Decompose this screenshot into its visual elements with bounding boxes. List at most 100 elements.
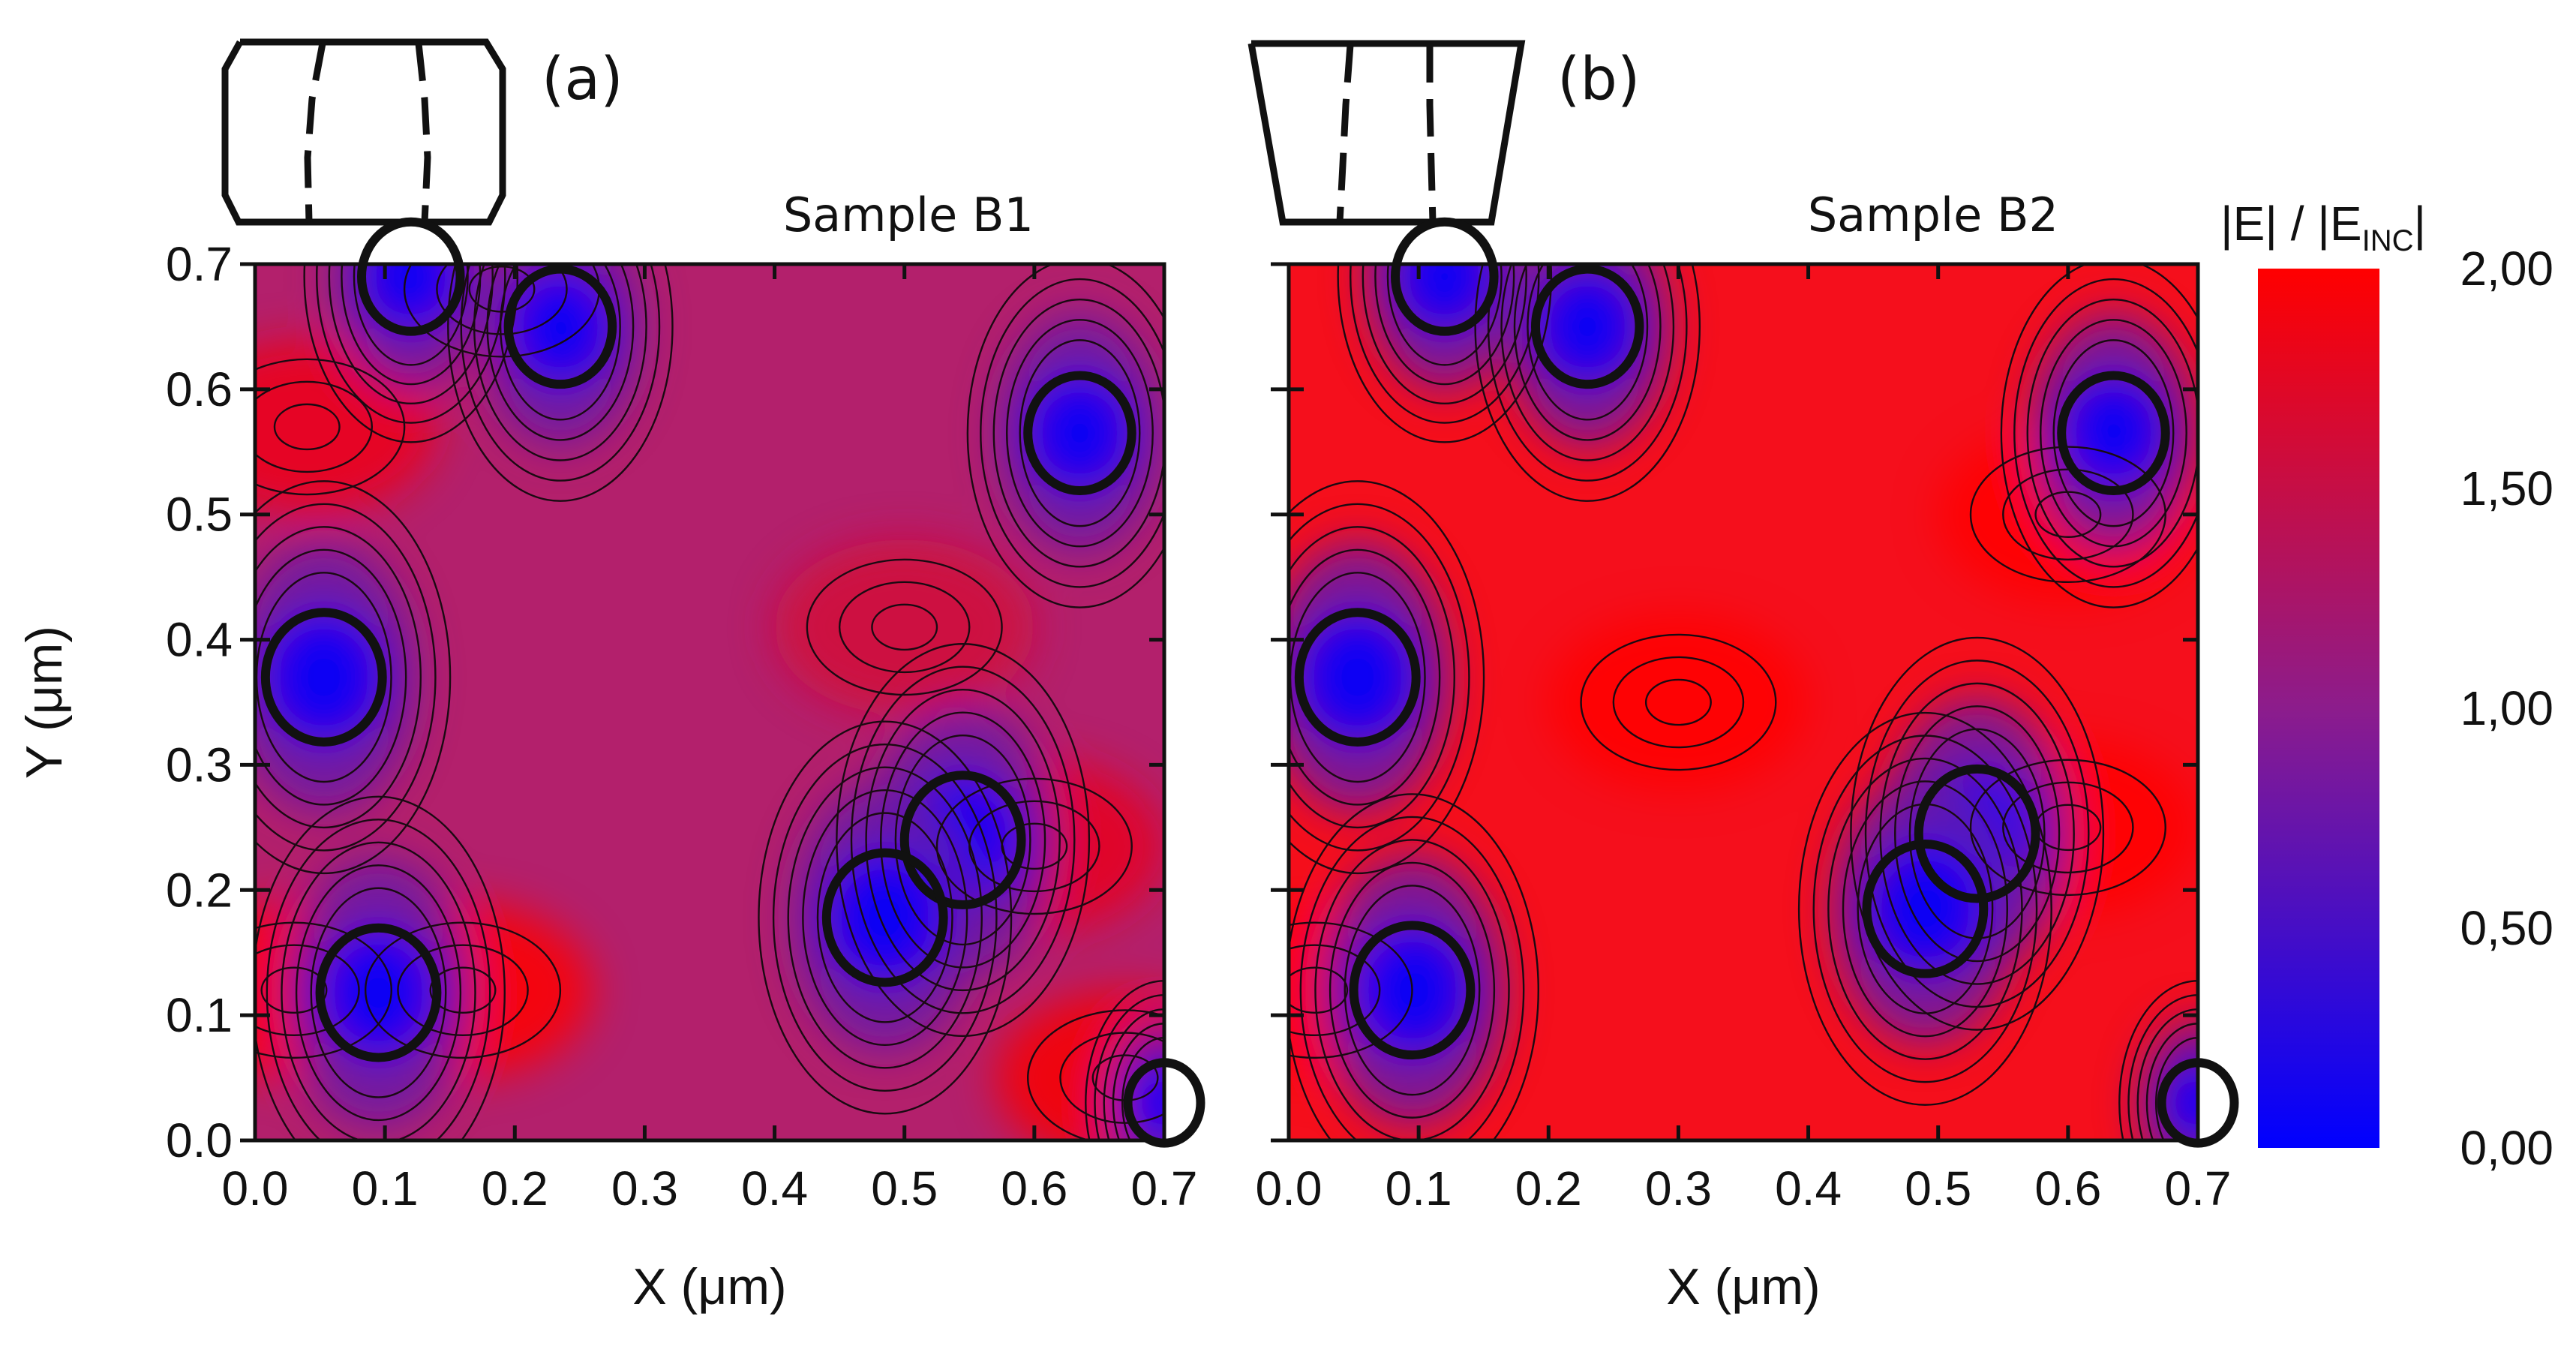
y-tick-label: 0.0 (166, 1113, 233, 1167)
contour-line (894, 734, 1031, 946)
contour-line (1612, 656, 1745, 749)
contour-line (255, 503, 437, 852)
contour-line (1362, 264, 1527, 405)
scatterer-2 (1530, 264, 1644, 389)
low-field-core-4 (265, 612, 383, 742)
contour-line (1337, 264, 1553, 443)
contour-line (1879, 682, 2075, 985)
panel-b-x-axis-title: X (μm) (1666, 1258, 1820, 1315)
contour-line (880, 711, 1046, 969)
y-tick-label: 0.4 (166, 613, 233, 667)
contour-line (2154, 1037, 2198, 1140)
panel-a-ticks: 0.0 0.1 0.2 0.3 0.4 0.5 0.6 0.7 0.0 0.1 0.2 0.3 0.4 0… (166, 237, 1197, 1215)
contour-line (1103, 1008, 1164, 1140)
contour-line (429, 966, 497, 1014)
scatterer-2 (503, 264, 617, 389)
contour-line (1894, 705, 2061, 963)
contour-line (2052, 339, 2175, 527)
contour-line (1001, 822, 1068, 870)
x-tick-label: 0.5 (1905, 1161, 1971, 1215)
scatterer-1 (356, 217, 465, 336)
contour-line (255, 380, 374, 473)
contour-line (1289, 944, 1381, 1037)
contour-line (1027, 1009, 1164, 1140)
contour-line (328, 264, 494, 405)
scatterer-5 (1349, 921, 1476, 1060)
panel-a: 0.0 0.1 0.2 0.3 0.4 0.5 0.6 0.7 0.0 0.1 0.2 0.3 0.4 0… (166, 217, 1205, 1215)
panel-b-ticks: 0.0 0.1 0.2 0.3 0.4 0.5 0.6 0.7 (1256, 262, 2231, 1215)
colorbar: |E| / |EINC| 2,00 1,50 1,00 0,50 0,00 (2220, 197, 2553, 1175)
contour-line (266, 819, 491, 1140)
contour-line (806, 558, 1003, 696)
contour-line (2002, 781, 2134, 874)
contour-line (802, 789, 968, 1047)
contour-line (260, 966, 328, 1014)
contour-line (1289, 921, 1413, 1059)
contour-line (273, 403, 341, 451)
panel-a-x-axis-title: X (μm) (632, 1258, 786, 1315)
contour-line (255, 480, 452, 875)
y-axis-title: Y (μm) (16, 626, 73, 779)
colorbar-tick-label: 2,00 (2460, 242, 2553, 296)
y-tick-label: 0.7 (166, 237, 233, 291)
contour-line (1374, 264, 1515, 386)
contour-line (1289, 793, 1539, 1140)
contour-line (850, 665, 1076, 1014)
contour-line (1386, 264, 1503, 366)
contour-line (255, 921, 392, 1059)
x-tick-label: 0.0 (222, 1161, 289, 1215)
contour-line (2026, 299, 2198, 568)
low-field-core-1 (1395, 264, 1494, 332)
contour-line (2145, 1023, 2198, 1140)
contour-line (486, 264, 635, 441)
scatterer-3 (1023, 371, 1136, 496)
contour-line (1500, 264, 1675, 461)
hot-spot-1 (1548, 614, 1809, 790)
panel-b-title: Sample B2 (1808, 188, 2058, 242)
y-tick-label: 0.5 (166, 488, 233, 542)
contour-line (310, 887, 447, 1098)
contour-line (353, 264, 469, 366)
contour-line (255, 548, 407, 806)
contour-line (1344, 885, 1481, 1096)
low-field-core-7 (1866, 843, 1984, 974)
contour-line (295, 864, 462, 1122)
schematic-a-icon (221, 38, 506, 226)
contour-line (787, 766, 983, 1069)
contour-line (447, 264, 674, 502)
contour-line (499, 264, 621, 421)
panel-a-scatterers (260, 217, 1205, 1148)
contour-line (2034, 491, 2102, 538)
x-tick-label: 0.3 (611, 1161, 678, 1215)
colorbar-tick-label: 1,00 (2460, 681, 2553, 735)
panel-b-scatterers (1294, 217, 2239, 1148)
contour-line (1850, 636, 2105, 1031)
y-tick-label: 0.3 (166, 738, 233, 792)
contour-line (436, 264, 568, 335)
contour-line (1350, 264, 1540, 424)
contour-line (772, 743, 998, 1092)
x-tick-label: 0.2 (1515, 1161, 1582, 1215)
scatterer-5 (315, 923, 442, 1062)
contour-line (255, 526, 422, 829)
contour-line (1827, 757, 2023, 1060)
contour-line (816, 812, 953, 1023)
contour-line (255, 795, 506, 1140)
contour-line (255, 944, 360, 1037)
schematic-b-icon (1247, 40, 1526, 226)
colorbar-title-main: |E| / |E (2220, 197, 2362, 251)
contour-line (1513, 264, 1662, 441)
low-field-core-1 (361, 264, 461, 332)
panel-b-label: (b) (1557, 46, 1640, 113)
y-tick-label: 0.6 (166, 362, 233, 416)
contour-line (1299, 816, 1525, 1140)
colorbar-tick-label: 1,50 (2460, 461, 2553, 515)
contour-line (1059, 1032, 1164, 1124)
scatterer-3 (2057, 371, 2170, 496)
scatterer-1 (1390, 217, 1499, 336)
x-tick-label: 0.3 (1645, 1161, 1712, 1215)
contour-line (1842, 780, 2008, 1038)
contour-line (1969, 759, 2166, 897)
x-tick-label: 0.1 (1386, 1161, 1452, 1215)
